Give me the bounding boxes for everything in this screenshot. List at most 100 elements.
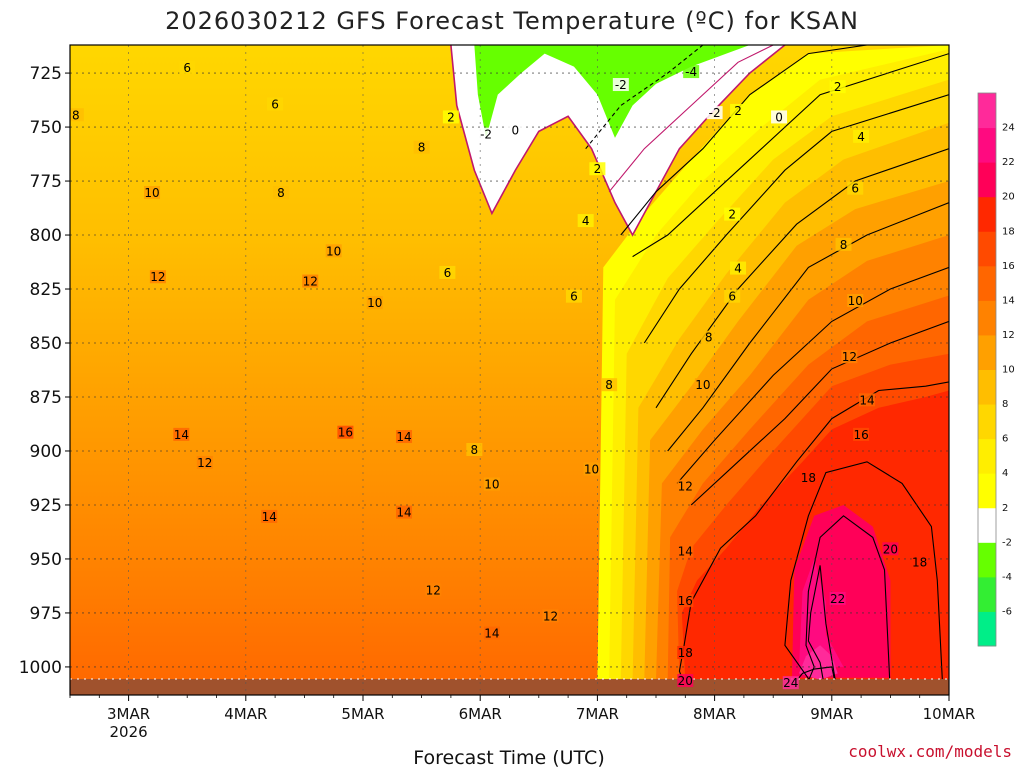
y-tick-label: 775 [30, 172, 62, 192]
contour-label-bg [149, 270, 166, 284]
contour-label-bg [272, 186, 289, 200]
colorbar-swatch [978, 438, 996, 474]
contour-label: 12 [303, 275, 318, 289]
contour-label-bg [583, 462, 600, 476]
contour-label: -2 [615, 78, 627, 92]
contour-label-bg [847, 181, 864, 195]
colorbar-tick-label: 2 [1002, 503, 1008, 514]
contour-label: 14 [678, 544, 693, 558]
contour-label: 24 [783, 676, 798, 690]
contour-label-bg [601, 378, 618, 392]
contour-label: 12 [150, 270, 165, 284]
x-tick-label: 3MAR [107, 705, 150, 723]
isotherm-8 [655, 148, 949, 409]
contour-label: 14 [174, 428, 189, 442]
contour-label-bg [577, 214, 594, 228]
colorbar-tick-label: 16 [1002, 261, 1015, 272]
contour-label-bg [771, 110, 788, 124]
contour-label-bg [677, 544, 694, 558]
contour-label-bg [847, 293, 864, 307]
colorbar-swatch [978, 127, 996, 163]
contour-label-bg [483, 477, 500, 491]
contour-label: 12 [543, 609, 558, 623]
contour-label: 16 [853, 428, 868, 442]
contour-label: 2 [834, 80, 842, 94]
y-tick-label: 950 [30, 550, 62, 570]
colorbar-swatch [978, 93, 996, 129]
x-tick-label: 8MAR [693, 705, 736, 723]
contour-label-bg [882, 542, 899, 556]
contour-label: 2 [447, 110, 455, 124]
colorbar-tick-label: 18 [1002, 226, 1015, 237]
colorbar-swatch [978, 300, 996, 336]
contour-label: 8 [605, 378, 613, 392]
contour-label-bg [677, 645, 694, 659]
contour-label-bg [337, 425, 354, 439]
contour-label: 14 [396, 506, 411, 520]
y-axis: 725 750 775 800 825 850 875 900 925 950 975 1000 [19, 64, 70, 678]
contour-label-bg [483, 626, 500, 640]
contour-label: 10 [695, 378, 710, 392]
isotherm-12 [676, 266, 949, 484]
contour-label: 8 [277, 186, 285, 200]
colorbar-swatch [978, 473, 996, 509]
chart-title: 2026030212 GFS Forecast Temperature (ºC)… [165, 7, 859, 35]
colorbar-swatch [978, 611, 996, 647]
contour-label: 20 [678, 674, 693, 688]
contour-label-bg [612, 78, 629, 92]
contour-label: 12 [197, 456, 212, 470]
contour-label: 10 [584, 462, 599, 476]
contour-label: 18 [801, 471, 816, 485]
x-tick-label: 9MAR [810, 705, 853, 723]
contour-label: 22 [830, 592, 845, 606]
contour-label: 0 [512, 123, 520, 137]
x-axis-label: Forecast Time (UTC) [413, 747, 604, 768]
contour-label-bg [507, 123, 524, 137]
contour-label-bg [706, 106, 723, 120]
colorbar-swatch [978, 542, 996, 578]
contour-label: 10 [484, 478, 499, 492]
contour-label: -2 [709, 106, 721, 120]
colorbar-tick-label: 24 [1002, 123, 1015, 134]
contour-label-bg [196, 455, 213, 469]
x-tick-sublabel: 2026 [110, 723, 148, 741]
isotherm-0 [450, 45, 786, 237]
contour-label-bg [677, 594, 694, 608]
colorbar-tick-label: 22 [1002, 157, 1015, 168]
temp-region-minus2 [474, 45, 750, 138]
contour-label-bg [589, 162, 606, 176]
contour-label: 10 [144, 186, 159, 200]
colorbar-tick-label: 20 [1002, 192, 1015, 203]
isotherm-10 [667, 202, 949, 452]
colorbar-swatch [978, 404, 996, 440]
x-tick-label: 5MAR [341, 705, 384, 723]
contour-label-bg [730, 261, 747, 275]
x-tick-label: 4MAR [224, 705, 267, 723]
contour-label-bg [325, 244, 342, 258]
contour-label-bg [724, 289, 741, 303]
colorbar-swatch [978, 507, 996, 543]
contour-label: 14 [396, 430, 411, 444]
contour-label: -2 [480, 128, 492, 142]
contour-label: 10 [367, 296, 382, 310]
y-tick-label: 800 [30, 226, 62, 246]
contour-label-bg [683, 65, 700, 79]
contour-label-bg [173, 427, 190, 441]
contour-label: 14 [859, 393, 874, 407]
y-tick-label: 825 [30, 280, 62, 300]
contour-label: 6 [183, 61, 191, 75]
contour-label-bg [782, 676, 799, 690]
contour-label: 16 [338, 426, 353, 440]
contour-label: 2 [734, 104, 742, 118]
colorbar-tick-label: -4 [1002, 572, 1012, 583]
contour-label: 20 [883, 542, 898, 556]
plot-area: 6 6 8 10 8 8 10 12 12 10 6 16 14 14 12 14 14 8 10 10 12 12 14 8… [69, 44, 950, 696]
contour-label-bg [478, 127, 495, 141]
contour-label-bg [853, 129, 870, 143]
x-tick-label: 7MAR [576, 705, 619, 723]
x-tick-label: 6MAR [459, 705, 502, 723]
contour-label: 2 [594, 162, 602, 176]
y-tick-label: 1000 [19, 658, 62, 678]
